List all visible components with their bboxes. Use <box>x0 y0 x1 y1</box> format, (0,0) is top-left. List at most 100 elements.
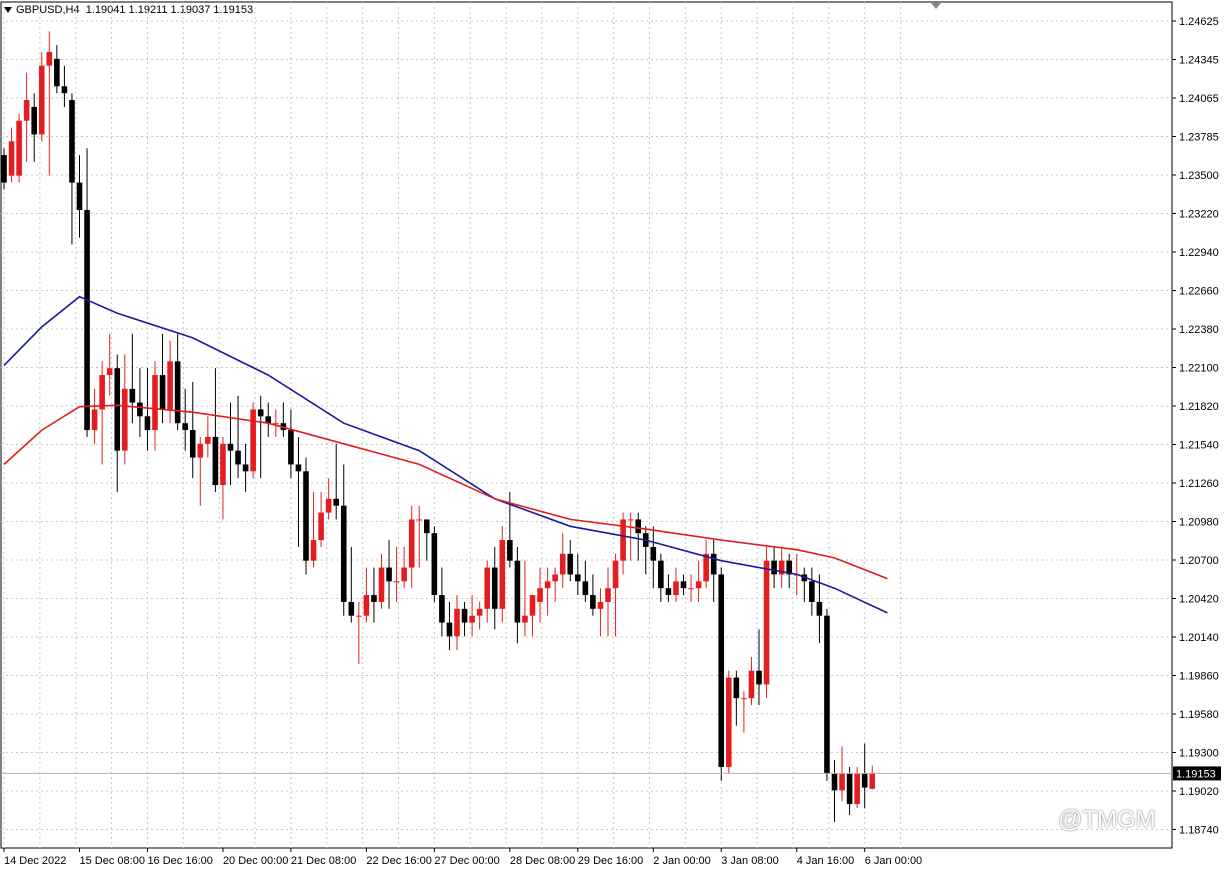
dropdown-triangle-icon[interactable] <box>4 7 12 14</box>
last-price-label: 1.19153 <box>1176 768 1216 780</box>
candle-body <box>386 567 392 582</box>
candle-body <box>665 588 672 596</box>
y-tick-label: 1.22100 <box>1179 363 1219 375</box>
candle-body <box>197 443 204 458</box>
candle-body <box>824 615 830 774</box>
high-value: 1.19211 <box>128 4 168 16</box>
candle-body <box>590 595 596 609</box>
candle-body <box>167 361 173 410</box>
x-tick-label: 29 Dec 16:00 <box>578 855 643 867</box>
candle-body <box>288 430 294 465</box>
candle-body <box>106 368 113 376</box>
candle-body <box>416 519 423 521</box>
candle-body <box>786 560 792 575</box>
x-tick-label: 22 Dec 16:00 <box>366 855 431 867</box>
candle-body <box>137 402 143 417</box>
candle-body <box>733 677 740 699</box>
candle-body <box>446 622 453 637</box>
candle-body <box>635 519 641 534</box>
candle-body <box>454 608 460 637</box>
candle-body <box>212 436 219 486</box>
candle-body <box>205 436 211 444</box>
candle-body <box>363 595 370 616</box>
candle-body <box>1 155 7 183</box>
candle-body <box>552 574 558 582</box>
candle-body <box>763 560 770 685</box>
candle-body <box>469 615 475 623</box>
x-tick-label: 15 Dec 08:00 <box>80 855 145 867</box>
candle-body <box>778 560 785 575</box>
y-tick-label: 1.19860 <box>1179 671 1219 683</box>
candle-body <box>8 141 15 176</box>
candle-body <box>144 416 151 431</box>
candle-body <box>99 375 105 410</box>
y-tick-label: 1.21820 <box>1179 401 1219 413</box>
candle-body <box>582 581 589 596</box>
candle-body <box>129 388 136 403</box>
candle-body <box>710 553 717 575</box>
candle-body <box>620 519 626 561</box>
last-price-marker <box>1173 766 1221 781</box>
candle-body <box>605 588 611 602</box>
y-tick-label: 1.22380 <box>1179 324 1219 336</box>
candle-body <box>250 409 256 472</box>
y-tick-label: 1.23220 <box>1179 209 1219 221</box>
y-tick-label: 1.20420 <box>1179 594 1219 606</box>
y-tick-label: 1.24625 <box>1179 16 1219 28</box>
y-tick-label: 1.19020 <box>1179 786 1219 798</box>
x-tick-label: 3 Jan 08:00 <box>721 855 779 867</box>
candle-body <box>522 615 528 623</box>
candle-body <box>537 588 543 602</box>
candle-body <box>114 368 121 451</box>
x-tick-label: 20 Dec 00:00 <box>223 855 288 867</box>
candle-body <box>831 773 838 791</box>
candle-body <box>235 450 241 465</box>
candle-body <box>514 560 521 623</box>
candle-body <box>507 540 513 561</box>
moving-average-line <box>3 404 888 580</box>
y-tick-label: 1.21540 <box>1179 440 1219 452</box>
candle-body <box>673 581 679 596</box>
candle-body <box>439 595 445 623</box>
candle-body <box>484 567 490 609</box>
candle-body <box>771 560 777 575</box>
moving-averages <box>1 295 1172 774</box>
candle-body <box>401 567 407 582</box>
candle-body <box>31 106 37 135</box>
candle-body <box>529 595 536 616</box>
candle-body <box>378 567 385 602</box>
candle-body <box>718 574 725 767</box>
candle-body <box>23 100 30 121</box>
candle-body <box>703 553 709 582</box>
candle-body <box>182 423 188 431</box>
candle-body <box>741 698 747 700</box>
candle-body <box>597 601 604 609</box>
y-tick-label: 1.19300 <box>1179 748 1219 760</box>
candle-body <box>688 588 694 590</box>
candle-body <box>680 581 687 589</box>
candle-body <box>756 670 762 685</box>
y-tick-label: 1.18740 <box>1179 825 1219 837</box>
symbol-label: GBPUSD,H4 <box>16 4 80 16</box>
x-tick-label: 16 Dec 16:00 <box>147 855 212 867</box>
candle-body <box>16 120 22 176</box>
candle-body <box>839 773 845 791</box>
x-tick-label: 14 Dec 2022 <box>4 855 66 867</box>
candle-body <box>273 423 279 425</box>
candle-body <box>461 608 468 623</box>
candle-body <box>575 574 581 582</box>
y-tick-label: 1.22660 <box>1179 286 1219 298</box>
candle-body <box>854 773 860 805</box>
candle-body <box>695 581 702 589</box>
candle-body <box>69 100 75 183</box>
x-tick-label: 21 Dec 08:00 <box>291 855 356 867</box>
candle-body <box>174 361 181 424</box>
candle-body <box>356 615 362 617</box>
candle-body <box>333 498 339 506</box>
chart-header: GBPUSD,H4 1.19041 1.19211 1.19037 1.1915… <box>4 4 253 16</box>
candle-body <box>257 409 264 417</box>
close-value: 1.19153 <box>213 4 254 16</box>
y-tick-label: 1.22940 <box>1179 247 1219 259</box>
candle-body <box>76 182 83 211</box>
